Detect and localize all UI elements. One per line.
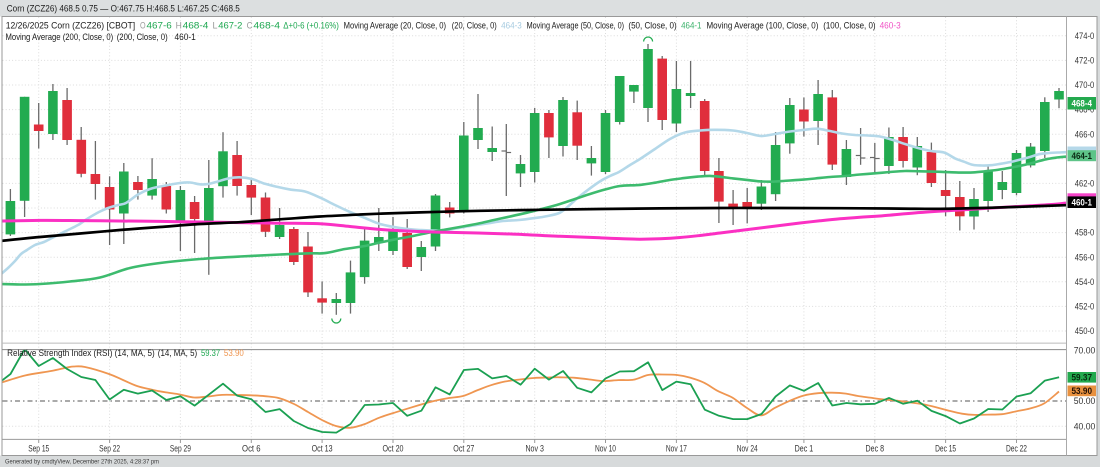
svg-text:Nov 17: Nov 17 bbox=[666, 443, 687, 453]
svg-text:466-0: 466-0 bbox=[1075, 129, 1095, 139]
svg-text:Moving Average (200, Close, 0): Moving Average (200, Close, 0) bbox=[6, 32, 114, 43]
svg-text:Nov 10: Nov 10 bbox=[595, 443, 616, 453]
svg-text:Moving Average (100, Close, 0): Moving Average (100, Close, 0) bbox=[707, 20, 819, 31]
svg-text:462-0: 462-0 bbox=[1075, 179, 1095, 189]
svg-text:(20, Close, 0): (20, Close, 0) bbox=[452, 20, 497, 31]
svg-text:40.00: 40.00 bbox=[1074, 421, 1096, 431]
svg-text:460-1: 460-1 bbox=[1072, 197, 1093, 207]
svg-text:(100, Close, 0): (100, Close, 0) bbox=[823, 20, 875, 31]
svg-text:O: O bbox=[140, 20, 146, 31]
svg-text:Generated by cmdtyView, Decemb: Generated by cmdtyView, December 27th 20… bbox=[5, 459, 159, 466]
svg-text:Moving Average (50, Close, 0): Moving Average (50, Close, 0) bbox=[527, 20, 625, 31]
svg-text:(14, MA, 5): (14, MA, 5) bbox=[158, 348, 197, 359]
svg-text:468-4: 468-4 bbox=[1072, 99, 1093, 109]
svg-text:Oct 13: Oct 13 bbox=[312, 443, 333, 453]
svg-text:70.00: 70.00 bbox=[1074, 346, 1096, 356]
svg-text:(50, Close, 0): (50, Close, 0) bbox=[628, 20, 676, 31]
svg-text:Dec 22: Dec 22 bbox=[1006, 443, 1027, 453]
svg-text:467-2: 467-2 bbox=[218, 20, 242, 31]
svg-text:Nov 24: Nov 24 bbox=[737, 443, 758, 453]
svg-text:Nov 3: Nov 3 bbox=[525, 443, 544, 453]
svg-text:468-4: 468-4 bbox=[253, 20, 280, 31]
svg-text:Oct 20: Oct 20 bbox=[383, 443, 404, 453]
svg-text:53.90: 53.90 bbox=[1072, 386, 1093, 396]
svg-text:(200, Close, 0): (200, Close, 0) bbox=[117, 32, 168, 43]
svg-text:12/26/2025 Corn (ZCZ26) [CBOT]: 12/26/2025 Corn (ZCZ26) [CBOT] bbox=[6, 20, 136, 31]
svg-text:59.37: 59.37 bbox=[201, 348, 220, 359]
svg-text:50.00: 50.00 bbox=[1074, 396, 1096, 406]
svg-text:Relative Strength Index (RSI): Relative Strength Index (RSI) (14, MA, 5… bbox=[7, 348, 155, 359]
svg-text:454-0: 454-0 bbox=[1075, 277, 1095, 287]
svg-text:474-0: 474-0 bbox=[1075, 31, 1095, 41]
svg-text:Oct 27: Oct 27 bbox=[453, 443, 474, 453]
svg-text:L: L bbox=[213, 20, 218, 31]
svg-text:460-1: 460-1 bbox=[175, 32, 196, 43]
svg-text:59.37: 59.37 bbox=[1072, 373, 1093, 383]
svg-text:464-3: 464-3 bbox=[501, 20, 522, 31]
svg-text:Dec 1: Dec 1 bbox=[795, 443, 814, 453]
svg-text:C: C bbox=[247, 20, 253, 31]
svg-text:468-4: 468-4 bbox=[183, 20, 209, 31]
svg-text:Corn (ZCZ26) 468.5 0.75 — O:46: Corn (ZCZ26) 468.5 0.75 — O:467.75 H:468… bbox=[7, 2, 240, 13]
svg-text:Dec 15: Dec 15 bbox=[935, 443, 956, 453]
svg-text:53.90: 53.90 bbox=[224, 348, 244, 359]
svg-text:464-1: 464-1 bbox=[681, 20, 701, 31]
svg-text:456-0: 456-0 bbox=[1075, 252, 1095, 262]
svg-text:452-0: 452-0 bbox=[1075, 302, 1095, 312]
svg-text:450-0: 450-0 bbox=[1075, 326, 1095, 336]
svg-text:467-6: 467-6 bbox=[147, 20, 172, 31]
svg-text:Sep 22: Sep 22 bbox=[99, 443, 120, 453]
svg-text:Sep 29: Sep 29 bbox=[170, 443, 191, 453]
svg-text:Sep 15: Sep 15 bbox=[28, 443, 49, 453]
svg-text:Dec 8: Dec 8 bbox=[866, 443, 885, 453]
svg-text:Moving Average (20, Close, 0): Moving Average (20, Close, 0) bbox=[344, 20, 447, 31]
svg-text:460-3: 460-3 bbox=[880, 20, 901, 31]
svg-text:472-0: 472-0 bbox=[1075, 56, 1095, 66]
svg-text:458-0: 458-0 bbox=[1075, 228, 1095, 238]
svg-text:H: H bbox=[176, 20, 182, 31]
svg-text:464-1: 464-1 bbox=[1072, 151, 1093, 161]
svg-text:Δ+0-6 (+0.16%): Δ+0-6 (+0.16%) bbox=[283, 20, 339, 31]
svg-text:470-0: 470-0 bbox=[1075, 80, 1095, 90]
svg-text:Oct 6: Oct 6 bbox=[242, 443, 261, 453]
